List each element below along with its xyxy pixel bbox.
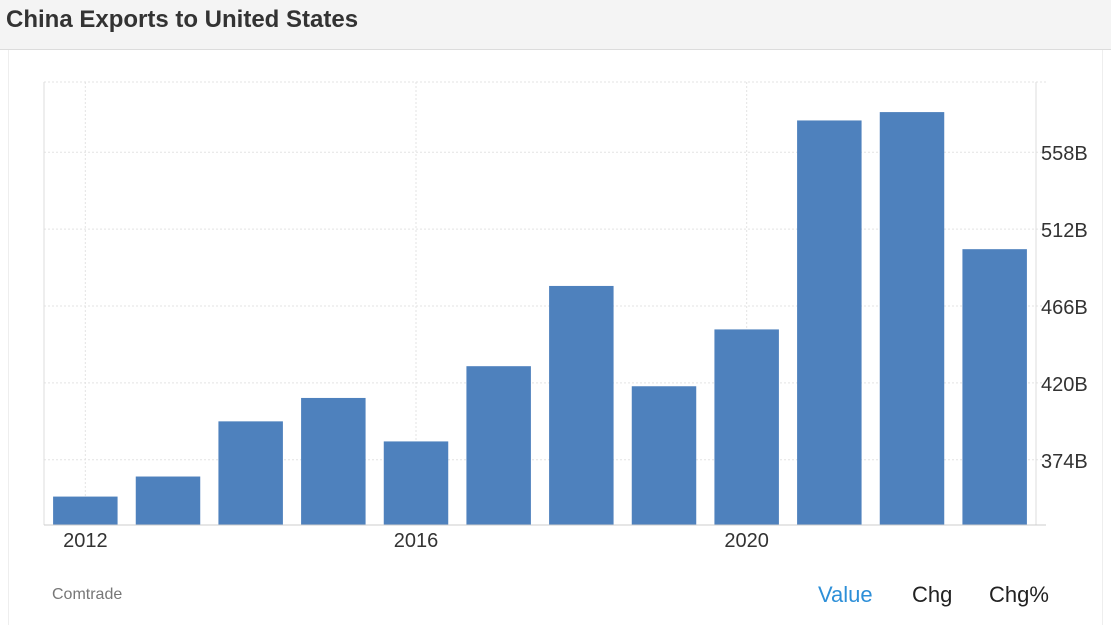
x-tick-label: 2016 (394, 530, 439, 552)
bar-2015 (301, 397, 366, 525)
bar-2023 (962, 249, 1027, 526)
y-tick-label: 512B (1041, 220, 1088, 242)
bar-2012 (53, 496, 118, 525)
bar-2014 (218, 421, 283, 525)
value-toggle[interactable]: Value (818, 582, 873, 607)
bar-2021 (797, 120, 862, 525)
bar-2020 (714, 329, 779, 525)
y-tick-label: 466B (1041, 297, 1088, 319)
bar-chart: 374B 420B 466B 512B 558B 2012 2016 2020 (43, 81, 1088, 552)
x-tick-label: 2012 (63, 530, 108, 552)
y-tick-label: 558B (1041, 143, 1088, 165)
chart-panel (8, 50, 1103, 625)
bar-2016 (383, 441, 449, 525)
y-tick-label: 420B (1041, 374, 1088, 396)
bar-2019 (631, 386, 697, 525)
bar-2018 (549, 285, 614, 525)
y-tick-label: 374B (1041, 451, 1088, 473)
x-tick-label: 2020 (724, 530, 769, 552)
chg-percent-toggle[interactable]: Chg% (989, 582, 1049, 607)
bar-2022 (879, 112, 945, 525)
page-title: China Exports to United States (6, 6, 359, 33)
chart-header: China Exports to United States (0, 0, 1111, 50)
bar-2013 (135, 476, 201, 525)
source-label: Comtrade (52, 586, 123, 603)
chg-toggle[interactable]: Chg (912, 582, 953, 607)
bar-2017 (466, 366, 531, 525)
